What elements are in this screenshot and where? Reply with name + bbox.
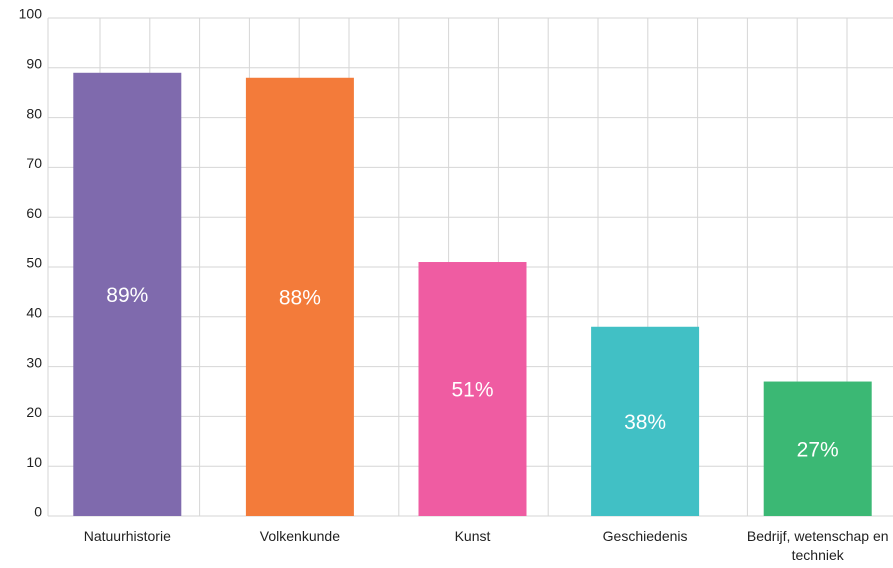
y-tick-label: 90 bbox=[26, 56, 42, 72]
value-label: 27% bbox=[797, 438, 839, 461]
x-tick-label-box: Kunst bbox=[454, 528, 491, 544]
y-tick-label: 30 bbox=[26, 354, 42, 370]
value-label: 38% bbox=[624, 411, 666, 434]
x-tick-label-box: Bedrijf, wetenschap en techniek bbox=[746, 528, 889, 563]
bar bbox=[591, 326, 700, 516]
x-tick-label-box: Geschiedenis bbox=[602, 528, 688, 544]
value-label: 89% bbox=[106, 284, 148, 307]
value-label: 51% bbox=[451, 379, 493, 402]
bar bbox=[418, 262, 527, 516]
x-tick-label: Kunst bbox=[454, 528, 491, 544]
y-tick-label: 40 bbox=[26, 305, 42, 321]
bar bbox=[763, 381, 872, 516]
y-tick-label: 80 bbox=[26, 105, 42, 121]
bar bbox=[245, 77, 354, 516]
y-tick-label: 0 bbox=[34, 504, 42, 520]
y-tick-label: 100 bbox=[19, 6, 43, 22]
x-tick-label-box: Volkenkunde bbox=[259, 528, 340, 544]
y-tick-label: 20 bbox=[26, 404, 42, 420]
bar bbox=[73, 72, 182, 516]
y-tick-label: 60 bbox=[26, 205, 42, 221]
y-tick-label: 10 bbox=[26, 454, 42, 470]
x-tick-label-box: Natuurhistorie bbox=[83, 528, 171, 544]
x-tick-label: Natuurhistorie bbox=[83, 528, 171, 544]
y-tick-label: 50 bbox=[26, 255, 42, 271]
y-tick-label: 70 bbox=[26, 155, 42, 171]
x-tick-label: Geschiedenis bbox=[602, 528, 688, 544]
value-label: 88% bbox=[279, 286, 321, 309]
x-tick-label: Volkenkunde bbox=[259, 528, 340, 544]
x-tick-label: Bedrijf, wetenschap en techniek bbox=[746, 528, 889, 563]
